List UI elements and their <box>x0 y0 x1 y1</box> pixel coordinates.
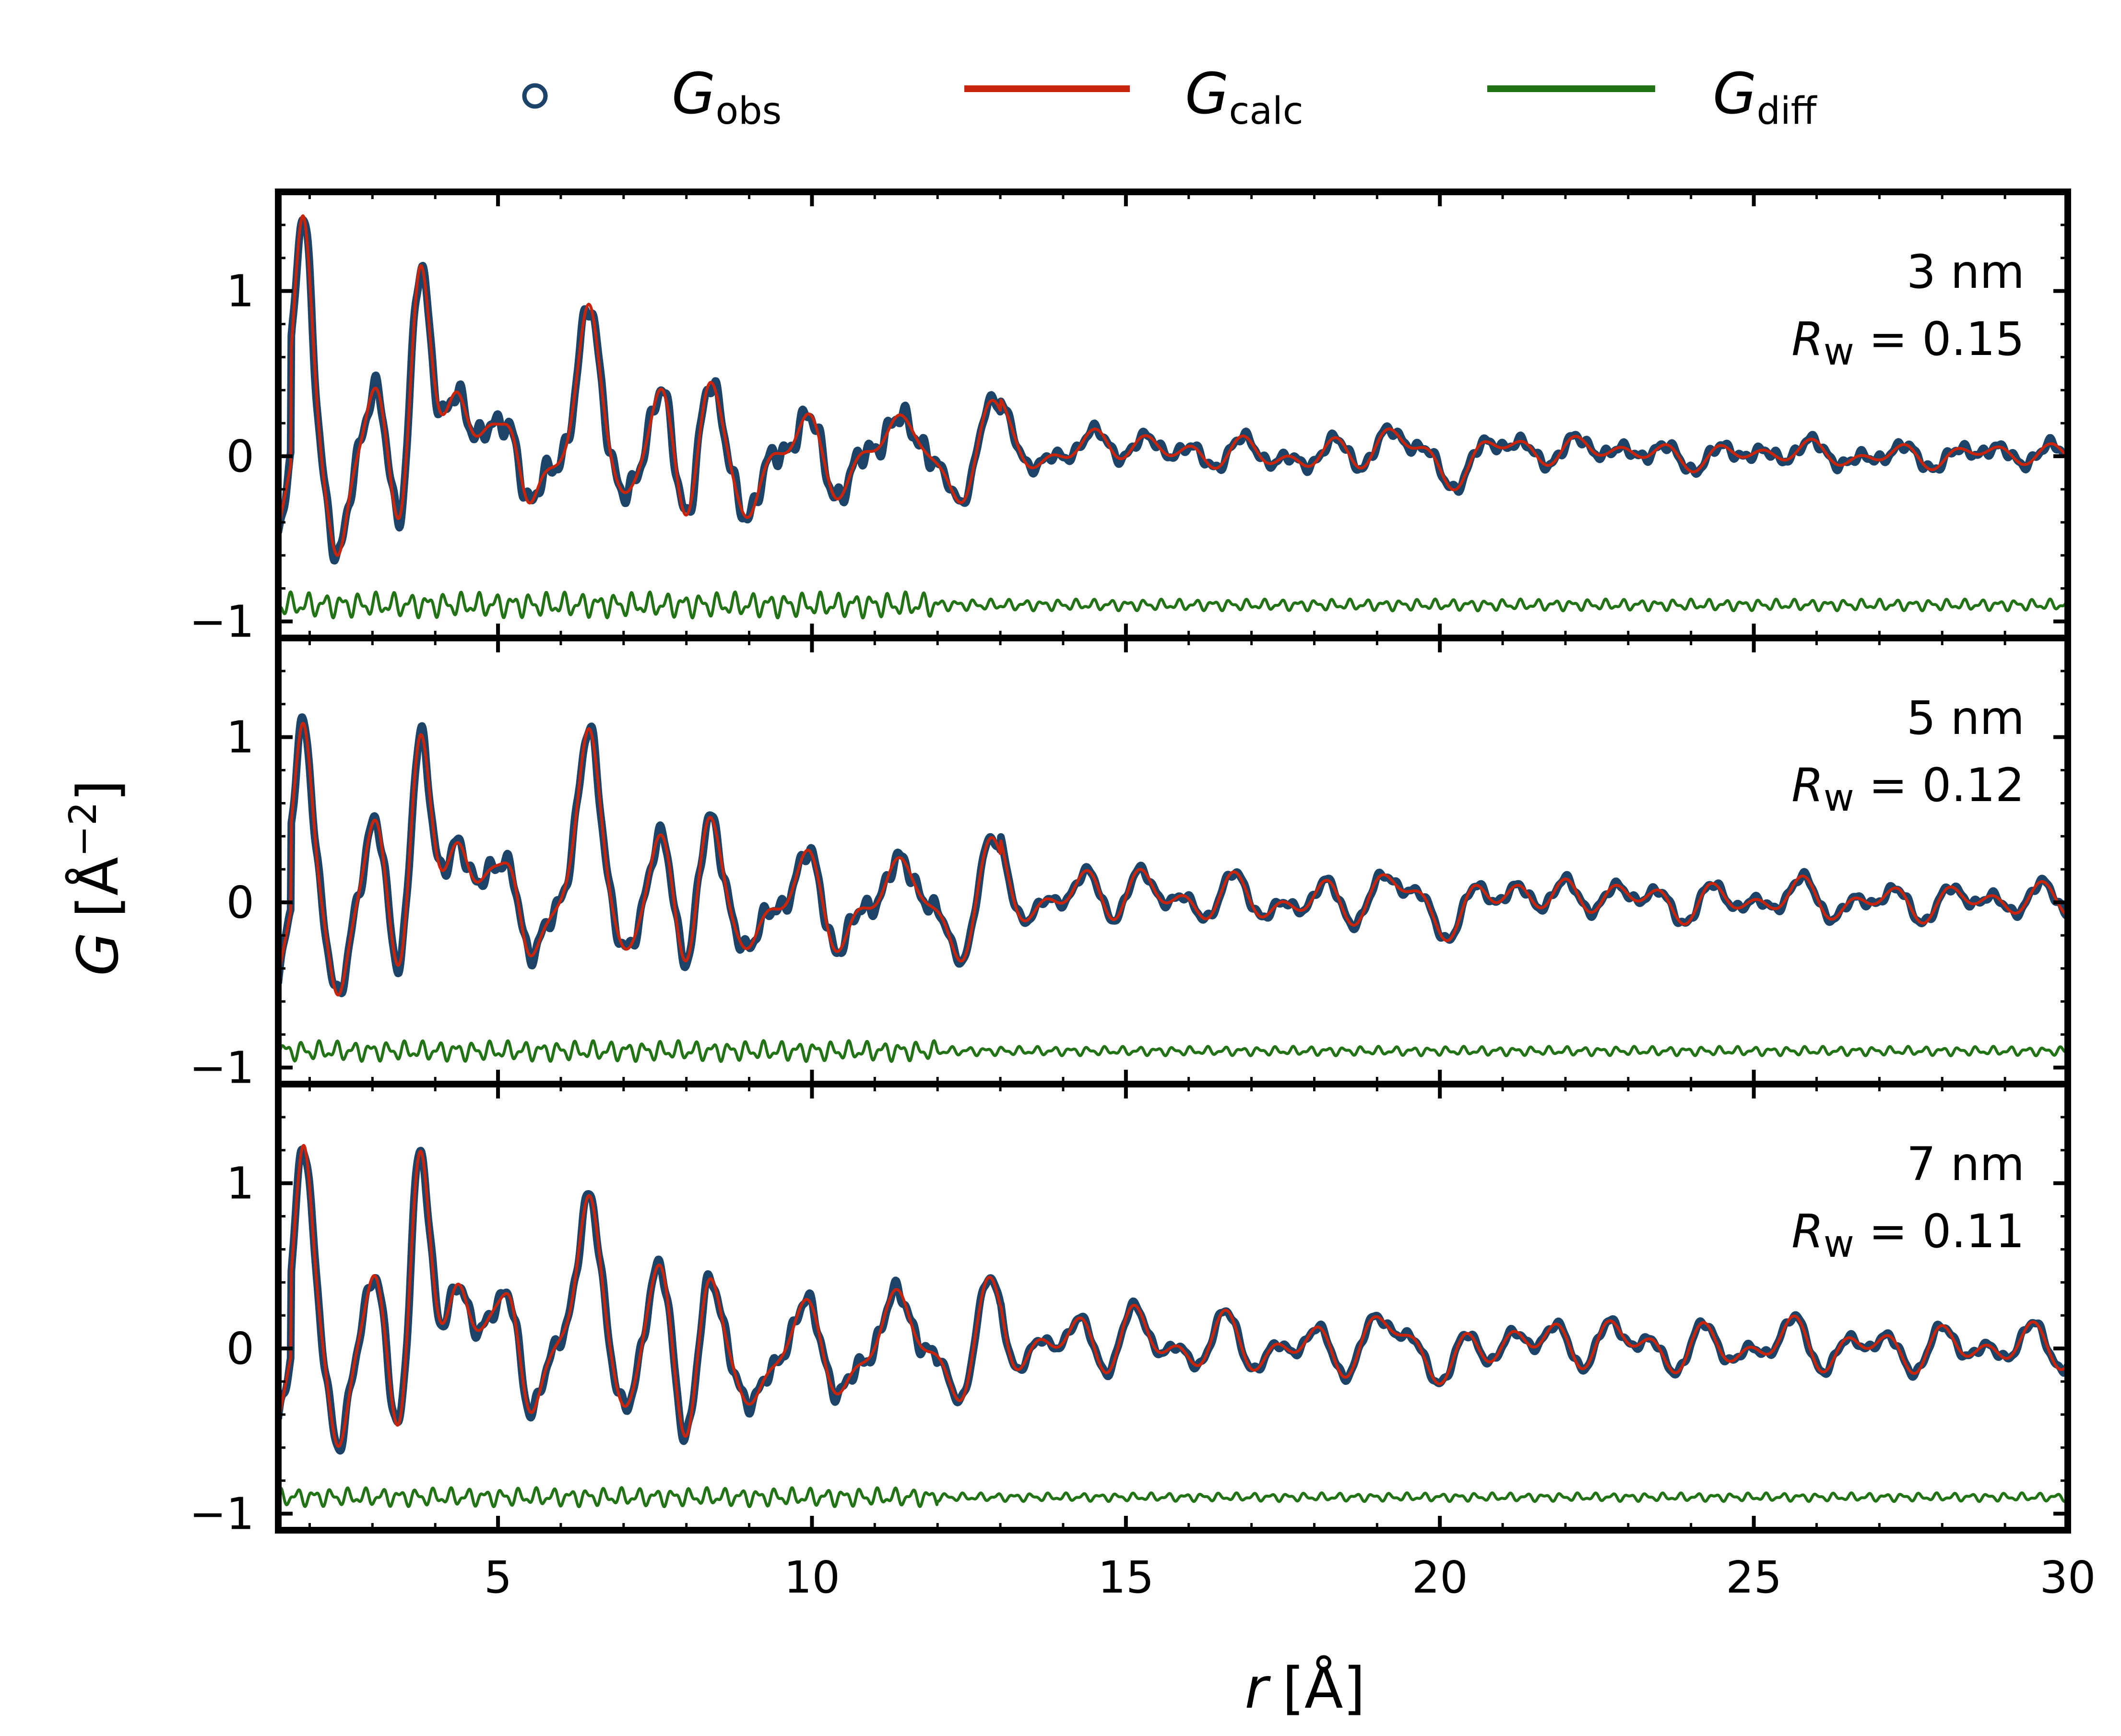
x-tick-label: 15 <box>1098 1552 1154 1603</box>
x-tick-label: 20 <box>1412 1552 1468 1603</box>
panel-rw-label: Rw = 0.15 <box>1791 312 2025 374</box>
y-tick-label: 1 <box>226 266 254 317</box>
panel-size-label: 3 nm <box>1907 245 2025 299</box>
rw-subscript: w <box>1824 777 1854 820</box>
y-tick-label: 0 <box>226 1323 254 1374</box>
rw-subscript: w <box>1824 1223 1854 1266</box>
y-tick-label: −1 <box>189 1042 254 1094</box>
rw-subscript: w <box>1824 331 1854 374</box>
y-tick-label: 0 <box>226 877 254 928</box>
rw-symbol: R <box>1791 312 1824 366</box>
y-axis-exponent: −2 <box>62 802 105 857</box>
y-axis-close: ] <box>65 779 131 802</box>
series-gobs <box>278 1146 2068 1455</box>
x-tick-label: 25 <box>1726 1552 1782 1603</box>
y-tick-label: 1 <box>226 1158 254 1209</box>
legend-obs-subscript: obs <box>715 90 782 133</box>
rw-symbol: R <box>1791 758 1824 812</box>
series-gdiff <box>278 590 2068 620</box>
y-axis-label: G [Å−2] <box>62 779 131 976</box>
legend-diff-symbol: G <box>1713 60 1756 127</box>
y-axis-unit: [Å <box>65 857 131 918</box>
rw-value: = 0.11 <box>1854 1205 2025 1258</box>
plot-area <box>278 1144 2068 1509</box>
legend: Gobs Gcalc Gdiff <box>522 60 1818 133</box>
series-gobs <box>278 216 2068 565</box>
legend-obs-symbol: G <box>672 60 715 127</box>
legend-calc-subscript: calc <box>1229 90 1303 133</box>
x-axis-symbol: r <box>1244 1655 1271 1721</box>
panel-frame <box>275 1081 2071 1534</box>
panel-size-label: 5 nm <box>1907 691 2025 745</box>
legend-calc-label: Gcalc <box>1185 60 1303 133</box>
y-tick-label: 1 <box>226 712 254 763</box>
panels: −1 0 1 3 nm Rw = 0.15 −1 0 1 5 nm Rw = 0.12 −1 0 1 7 … <box>189 189 2096 1603</box>
panel-size-label: 7 nm <box>1907 1137 2025 1191</box>
y-axis-symbol: G <box>65 932 131 976</box>
panel-3: −1 0 1 7 nm Rw = 0.11 5 10 15 20 25 30 <box>189 1081 2096 1603</box>
series-gcalc <box>278 214 2068 557</box>
rw-symbol: R <box>1791 1205 1824 1258</box>
y-tick-label: −1 <box>189 1488 254 1540</box>
panel-frame <box>275 189 2071 641</box>
x-tick-label: 30 <box>2039 1552 2096 1603</box>
panel-frame <box>275 635 2071 1087</box>
y-tick-label: 0 <box>226 431 254 482</box>
y-tick-label: −1 <box>189 596 254 648</box>
legend-obs-label: Gobs <box>672 60 782 133</box>
panel-rw-label: Rw = 0.12 <box>1791 758 2025 820</box>
x-tick-label: 5 <box>484 1552 512 1603</box>
legend-obs-marker <box>522 83 548 109</box>
panel-1: −1 0 1 3 nm Rw = 0.15 <box>189 189 2071 648</box>
rw-value: = 0.15 <box>1854 312 2025 366</box>
panel-2: −1 0 1 5 nm Rw = 0.12 <box>189 635 2071 1094</box>
series-gcalc <box>278 1144 2068 1448</box>
plot-area <box>278 214 2068 620</box>
panel-rw-label: Rw = 0.11 <box>1791 1205 2025 1266</box>
series-gcalc <box>278 721 2068 997</box>
x-tick-label: 10 <box>784 1552 840 1603</box>
legend-calc-symbol: G <box>1185 60 1229 127</box>
rw-value: = 0.12 <box>1854 758 2025 812</box>
x-axis-unit: [Å] <box>1282 1655 1365 1721</box>
legend-diff-label: Gdiff <box>1713 60 1818 133</box>
series-gdiff <box>278 1486 2068 1509</box>
legend-diff-subscript: diff <box>1756 90 1817 133</box>
series-gdiff <box>278 1039 2068 1063</box>
plot-area <box>278 713 2068 1063</box>
x-axis-label: r [Å] <box>1244 1655 1365 1721</box>
